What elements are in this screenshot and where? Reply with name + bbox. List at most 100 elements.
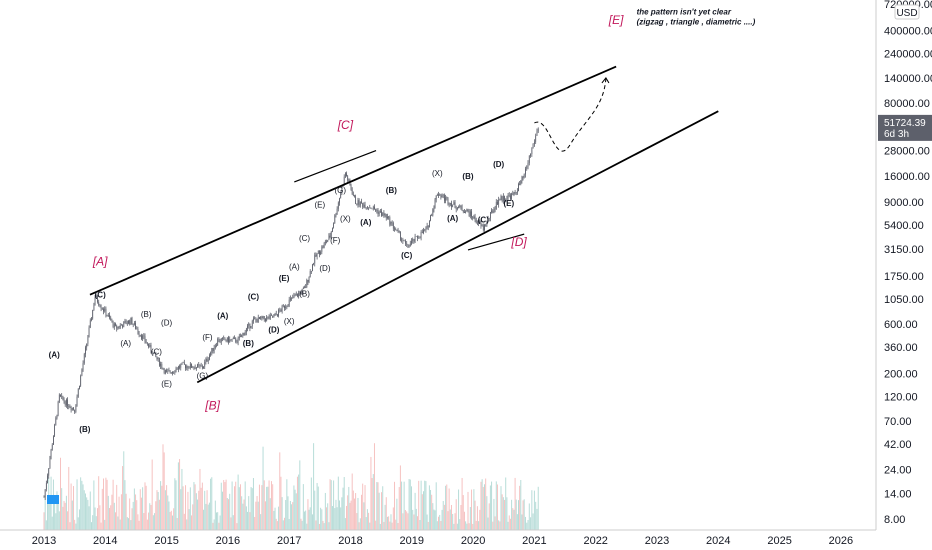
volume-bar [194, 484, 196, 530]
volume-bar [244, 481, 246, 530]
price-tick-label: 200.00 [884, 369, 918, 381]
candle-body [151, 351, 153, 355]
volume-bar [352, 490, 354, 530]
volume-bar [436, 521, 438, 530]
volume-bar [485, 478, 487, 530]
time-tick-label: 2026 [829, 535, 853, 547]
minor-wave-label: (F) [330, 236, 341, 245]
candle-body [467, 209, 469, 212]
volume-bar [434, 510, 436, 530]
volume-bar [263, 480, 265, 530]
time-tick-label: 2020 [461, 535, 485, 547]
candle-body [428, 220, 430, 228]
candle-body [426, 225, 428, 228]
candle-body [92, 309, 94, 319]
volume-bar [135, 494, 137, 530]
candle-body [169, 370, 171, 373]
candle-body [173, 371, 175, 373]
volume-bar [192, 504, 194, 530]
candle-body [44, 489, 46, 498]
candle-body [335, 214, 337, 216]
volume-bar [189, 487, 191, 530]
volume-bar [95, 516, 97, 530]
volume-bar [82, 484, 84, 530]
candle-body [99, 305, 101, 307]
volume-bar [164, 490, 166, 530]
volume-bar [269, 498, 271, 530]
candle-body [313, 263, 315, 265]
volume-bar [491, 481, 493, 530]
candle-body [75, 405, 77, 412]
volume-bar [406, 511, 408, 530]
volume-bar [346, 505, 348, 530]
candle-body [346, 173, 347, 177]
candle-body [521, 177, 523, 182]
candle-body [277, 314, 278, 316]
time-tick-label: 2013 [32, 535, 56, 547]
volume-bar [270, 481, 272, 530]
volume-bar [294, 489, 296, 530]
candle-body [337, 202, 339, 209]
volume-bar [170, 510, 172, 530]
volume-bar [532, 513, 534, 530]
candle-body [222, 337, 223, 339]
time-tick-label: 2014 [93, 535, 117, 547]
candle-body [194, 367, 196, 369]
candle-body [187, 366, 189, 369]
volume-bar [251, 488, 253, 530]
volume-bar [366, 509, 368, 530]
volume-bar [266, 486, 268, 530]
volume-bar [323, 523, 325, 530]
volume-bar [191, 515, 193, 530]
volume-bar [482, 486, 484, 530]
candle-body [148, 343, 149, 347]
volume-bar [459, 519, 461, 530]
candle-body [324, 241, 326, 244]
candle-body [83, 354, 85, 364]
volume-bar [54, 495, 56, 530]
candle-body [259, 317, 260, 319]
volume-bar [514, 477, 516, 530]
time-axis[interactable]: 2013 2014 2015 2016 2017 2018 2019 2020 2021 2022… [0, 529, 876, 547]
minor-wave-label: (G) [197, 371, 209, 380]
candle-body [255, 318, 257, 320]
volume-bar [428, 485, 430, 530]
candle-body [177, 366, 179, 370]
candle-body [370, 207, 372, 209]
candle-body [223, 337, 225, 339]
candle-body [501, 196, 503, 201]
price-candles [43, 127, 539, 501]
price-tick-label: 42.00 [884, 439, 912, 451]
volume-bar [154, 513, 156, 530]
candle-body [243, 333, 245, 336]
price-axis[interactable]: 720000.00400000.00240000.00140000.008000… [875, 0, 932, 530]
volume-bar [208, 502, 210, 530]
candle-body [197, 364, 198, 368]
candle-body [137, 329, 139, 333]
candle-body [352, 194, 354, 196]
volume-bar [486, 496, 488, 530]
candle-body [266, 316, 268, 321]
volume-bar [388, 516, 390, 530]
volume-bar [403, 481, 405, 530]
candle-body [385, 214, 387, 219]
candle-body [156, 356, 158, 359]
volume-bar [74, 519, 76, 530]
candle-body [449, 202, 451, 205]
volume-bar [177, 462, 179, 530]
trend-lines [89, 65, 719, 384]
minor-wave-label: (A) [120, 339, 131, 348]
volume-bar [148, 512, 150, 530]
candle-body [322, 246, 324, 248]
volume-bar [382, 486, 384, 530]
volume-bar [300, 518, 302, 530]
price-tick-label: 400000.00 [884, 26, 932, 38]
candle-body [389, 217, 391, 225]
volume-bar [343, 477, 345, 530]
candle-body [56, 414, 58, 419]
candle-body [520, 181, 522, 185]
volume-bar [278, 506, 280, 530]
candle-body [491, 210, 492, 213]
candle-body [281, 305, 283, 312]
